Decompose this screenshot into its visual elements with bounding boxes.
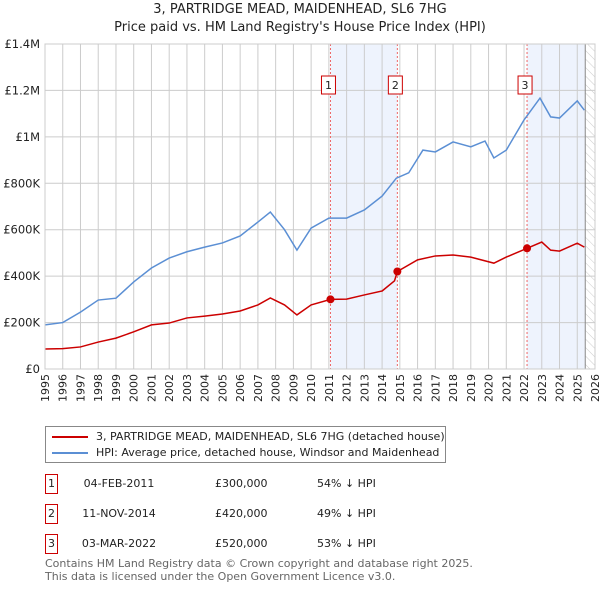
y-tick-label: £400K [3, 269, 40, 283]
legend-label-hpi: HPI: Average price, detached house, Wind… [96, 446, 440, 459]
x-tick-label: 2007 [252, 374, 265, 402]
x-tick-label: 1995 [39, 374, 52, 402]
x-tick-label: 2015 [394, 374, 407, 402]
sale-price: £300,000 [215, 477, 268, 490]
hpi-line [44, 96, 585, 326]
sale-hpi-diff: 49% ↓ HPI [317, 507, 376, 520]
chart-subtitle: Price paid vs. HM Land Registry's House … [114, 20, 486, 35]
y-tick-label: £1.2M [4, 83, 40, 97]
x-tick-label: 2020 [483, 374, 496, 402]
x-tick-label: 2021 [500, 374, 513, 402]
sale-hpi-diff: 54% ↓ HPI [317, 477, 376, 490]
sale-price: £420,000 [215, 507, 268, 520]
x-tick-label: 2025 [571, 374, 584, 402]
footer: Contains HM Land Registry data © Crown c… [45, 557, 473, 583]
x-tick-label: 2022 [518, 374, 531, 402]
x-tick-label: 2016 [412, 374, 425, 402]
x-tick-label: 2008 [270, 374, 283, 402]
x-tick-label: 1997 [74, 374, 87, 402]
x-tick-label: 2019 [465, 374, 478, 402]
legend-label-property: 3, PARTRIDGE MEAD, MAIDENHEAD, SL6 7HG (… [96, 430, 445, 443]
x-tick-label: 2010 [305, 374, 318, 402]
x-tick-label: 2017 [429, 374, 442, 402]
x-tick-label: 2005 [216, 374, 229, 402]
y-tick-label: £1M [15, 130, 40, 144]
plot-border [44, 43, 596, 370]
x-tick-label: 2009 [287, 374, 300, 402]
x-tick-label: 2018 [447, 374, 460, 402]
x-tick-label: 2012 [341, 374, 354, 402]
sale-point [523, 244, 532, 253]
x-tick-label: 1998 [92, 374, 105, 402]
x-tick-label: 2026 [589, 374, 600, 402]
footer-line-2: This data is licensed under the Open Gov… [45, 570, 396, 583]
x-tick-label: 2013 [358, 374, 371, 402]
x-tick-label: 2006 [234, 374, 247, 402]
sale-marker-box [387, 75, 403, 95]
sale-number: 3 [45, 534, 58, 554]
sale-date: 11-NOV-2014 [82, 507, 156, 520]
sale-marker-label: 3 [522, 79, 529, 92]
legend-swatch-hpi [52, 451, 88, 454]
y-tick-label: £1.4M [4, 37, 40, 51]
sale-marker-label: 1 [325, 79, 332, 92]
sale-price: £520,000 [215, 537, 268, 550]
x-tick-label: 1999 [110, 374, 123, 402]
sale-row: 3 03-MAR-2022 £520,000 53% ↓ HPI [45, 534, 445, 554]
sale-marker-box [517, 75, 533, 95]
y-tick-label: £200K [3, 316, 40, 330]
sale-hpi-diff: 53% ↓ HPI [317, 537, 376, 550]
sale-number: 2 [45, 504, 58, 524]
sale-date: 03-MAR-2022 [81, 537, 157, 550]
sale-period-shade [527, 44, 586, 369]
sale-marker-label: 2 [392, 79, 399, 92]
x-tick-label: 2001 [145, 374, 158, 402]
x-tick-label: 2014 [376, 374, 389, 402]
x-tick-label: 2011 [323, 374, 336, 402]
x-tick-label: 2024 [554, 374, 567, 402]
sale-date: 04-FEB-2011 [83, 477, 155, 490]
price-line [44, 241, 585, 350]
y-tick-label: £600K [3, 223, 40, 237]
sale-point [393, 267, 402, 276]
legend: 3, PARTRIDGE MEAD, MAIDENHEAD, SL6 7HG (… [45, 426, 446, 463]
forecast-hatch [585, 44, 595, 369]
x-tick-label: 2003 [181, 374, 194, 402]
x-tick-label: 2002 [163, 374, 176, 402]
chart-title: 3, PARTRIDGE MEAD, MAIDENHEAD, SL6 7HG [153, 2, 447, 17]
y-tick-label: £0 [25, 362, 40, 376]
sale-point [326, 295, 335, 304]
x-tick-label: 2004 [199, 374, 212, 402]
x-tick-label: 2000 [128, 374, 141, 402]
legend-swatch-property [52, 435, 88, 438]
footer-line-1: Contains HM Land Registry data © Crown c… [45, 557, 473, 570]
x-tick-label: 2023 [536, 374, 549, 402]
sale-number: 1 [45, 474, 58, 494]
sale-marker-box [320, 75, 336, 95]
x-tick-label: 1996 [57, 374, 70, 402]
sale-row: 2 11-NOV-2014 £420,000 49% ↓ HPI [45, 504, 445, 524]
y-tick-label: £800K [3, 176, 40, 190]
sale-row: 1 04-FEB-2011 £300,000 54% ↓ HPI [45, 474, 445, 494]
plot-area: 1995 1996 1997 1998 1999 2000 2001 2002 2003 2004… [3, 37, 600, 402]
